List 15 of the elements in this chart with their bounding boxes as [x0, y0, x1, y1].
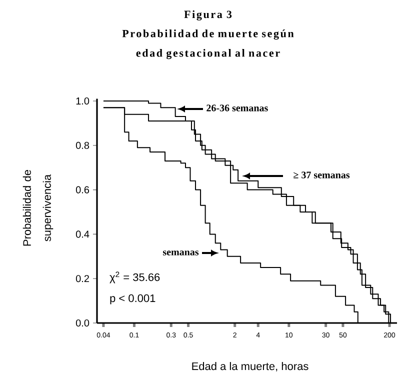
y-tick-label: 0.2 [76, 275, 89, 282]
legend-label: ≥ 37 semanas [294, 172, 350, 178]
annotation: p < 0.001 [110, 294, 156, 304]
y-tick-label: 0.6 [76, 186, 90, 194]
series-label: semanas [162, 250, 199, 256]
y-tick-label: 0.0 [76, 319, 90, 327]
legend-label: 26-36 semanas [206, 104, 268, 112]
chart-title: Figura 3 [184, 10, 232, 20]
y-axis-title: Probabilidad de supervivencia [22, 170, 54, 246]
y-tick-label: 0.4 [76, 230, 90, 238]
y-tick-label: 1.0 [76, 97, 90, 105]
annotation: χ$^{2}$ = 35.66 [110, 272, 160, 284]
x-axis-title: Edad a la muerte, horas [192, 362, 308, 372]
y-tick-label: 0.8 [76, 142, 90, 149]
chart-subtitle: Probabilidad de muerte según edad gestacional al nacer [122, 30, 294, 60]
